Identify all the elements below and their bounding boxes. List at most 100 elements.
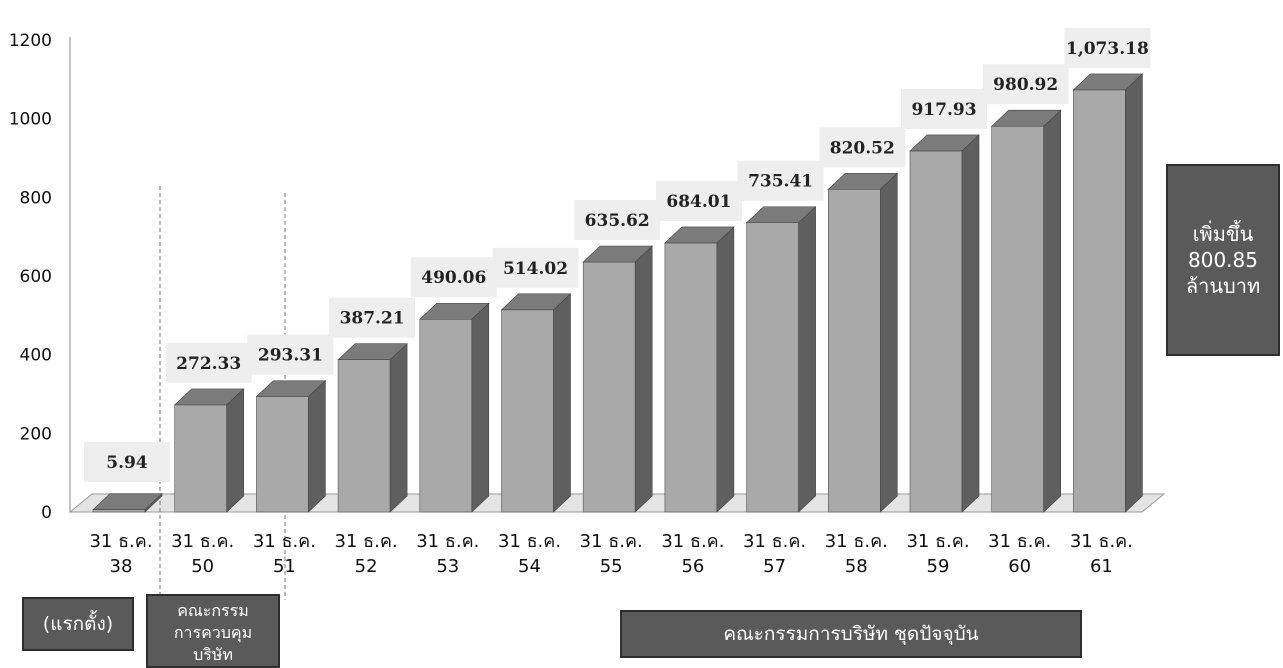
x-tick-label: 31 ธ.ค. bbox=[825, 531, 888, 552]
y-tick-label: 800 bbox=[20, 188, 52, 208]
x-tick-label: 59 bbox=[927, 556, 950, 577]
data-label-bg bbox=[247, 334, 334, 375]
bar-front bbox=[501, 309, 554, 513]
data-label: 820.52 bbox=[830, 138, 895, 158]
bar-top bbox=[1072, 73, 1144, 91]
x-tick-label: 61 bbox=[1090, 556, 1113, 577]
y-tick-labels: 0 200 400 600 800 1000 1200 bbox=[9, 31, 52, 523]
x-tick-label: 54 bbox=[518, 556, 541, 577]
x-tick-labels: 31 ธ.ค. 38 31 ธ.ค. 50 31 ธ.ค. 51 31 ธ.ค. 52 31 ธ… bbox=[89, 531, 1133, 577]
current-board-label: คณะกรรมการบริษัท ชุดปัจจุบัน bbox=[723, 623, 979, 645]
data-label-bg bbox=[737, 160, 824, 201]
data-label-bg bbox=[901, 88, 987, 129]
y-tick-label: 0 bbox=[41, 503, 52, 523]
bar-side bbox=[389, 343, 408, 513]
x-tick-label: 31 ธ.ค. bbox=[171, 531, 234, 552]
bar bbox=[909, 134, 980, 513]
bar-side bbox=[716, 226, 735, 513]
bar-side bbox=[634, 245, 653, 513]
bar-top bbox=[500, 293, 572, 311]
bar-front bbox=[419, 318, 473, 513]
data-label-bg bbox=[492, 247, 579, 288]
bar-side bbox=[226, 388, 244, 513]
data-label-bg bbox=[165, 342, 252, 383]
bar-top bbox=[827, 172, 899, 190]
x-tick-label: 31 ธ.ค. bbox=[253, 531, 316, 552]
bar-front bbox=[256, 396, 309, 513]
data-label-bg bbox=[655, 180, 742, 221]
bar-top bbox=[664, 226, 735, 244]
increase-note-box: เพิ่มขึ้น 800.85 ล้านบาท bbox=[1166, 164, 1280, 356]
data-label-bg bbox=[84, 442, 170, 482]
control-committee-note-box: คณะกรรม การควบคุม บริษัท bbox=[146, 594, 280, 668]
bar-front bbox=[664, 242, 718, 513]
bar bbox=[92, 492, 163, 513]
bar-front bbox=[746, 222, 799, 513]
y-tick-label: 200 bbox=[20, 424, 52, 444]
data-label: 684.01 bbox=[666, 192, 731, 212]
bar-front bbox=[337, 359, 391, 513]
x-tick-label: 31 ธ.ค. bbox=[89, 531, 152, 552]
data-label: 980.92 bbox=[993, 75, 1058, 95]
x-tick-label: 31 ธ.ค. bbox=[580, 531, 643, 552]
x-tick-label: 31 ธ.ค. bbox=[906, 531, 969, 552]
bar bbox=[255, 379, 327, 513]
bar-top bbox=[582, 245, 653, 263]
x-tick-label: 55 bbox=[600, 556, 623, 577]
bar-front bbox=[827, 188, 881, 513]
data-label-bg bbox=[410, 257, 497, 298]
x-tick-label: 50 bbox=[191, 556, 214, 577]
y-tick-label: 600 bbox=[20, 267, 52, 287]
data-labels: 5.94 272.33 293.31 387.21 490.06 514.02 635.62… bbox=[106, 39, 1149, 473]
bar bbox=[745, 206, 817, 513]
data-label: 490.06 bbox=[421, 268, 486, 288]
founded-label: (แรกตั้ง) bbox=[42, 613, 114, 635]
data-label: 387.21 bbox=[340, 309, 405, 329]
data-label: 293.31 bbox=[258, 346, 323, 366]
bar-front bbox=[1073, 89, 1126, 513]
bar bbox=[827, 172, 899, 513]
bar-side bbox=[1125, 73, 1143, 513]
bars bbox=[92, 73, 1144, 513]
data-label: 514.02 bbox=[503, 259, 568, 279]
bar-top bbox=[745, 206, 817, 224]
bar bbox=[500, 293, 572, 513]
x-tick-label: 52 bbox=[355, 556, 378, 577]
founded-note-box: (แรกตั้ง) bbox=[22, 597, 134, 651]
x-tick-label: 57 bbox=[763, 556, 786, 577]
bar-side bbox=[308, 379, 326, 513]
bar-top bbox=[255, 380, 327, 397]
x-tick-label: 31 ธ.ค. bbox=[1070, 531, 1133, 552]
control-committee-line-3: บริษัท bbox=[193, 645, 233, 664]
bar-top bbox=[419, 302, 490, 320]
bar-side bbox=[961, 134, 980, 513]
bar-top bbox=[173, 388, 245, 406]
x-tick-label: 56 bbox=[681, 556, 704, 577]
bar bbox=[582, 245, 653, 513]
x-tick-label: 31 ธ.ค. bbox=[743, 531, 806, 552]
bar bbox=[664, 226, 735, 513]
bar-top bbox=[990, 109, 1062, 127]
y-tick-label: 1200 bbox=[9, 31, 52, 51]
x-tick-label: 31 ธ.ค. bbox=[416, 531, 479, 552]
bar-top bbox=[92, 493, 163, 510]
x-tick-label: 60 bbox=[1008, 556, 1031, 577]
bar-side bbox=[1043, 109, 1061, 513]
bar-top bbox=[337, 343, 408, 360]
increase-line-3: ล้านบาท bbox=[1185, 274, 1261, 298]
x-tick-label: 31 ธ.ค. bbox=[498, 531, 561, 552]
bar-side bbox=[879, 172, 898, 513]
x-tick-label: 31 ธ.ค. bbox=[335, 531, 398, 552]
increase-line-2: 800.85 bbox=[1188, 248, 1258, 272]
control-committee-line-2: การควบคุม bbox=[173, 623, 253, 642]
bar-side bbox=[471, 302, 490, 513]
bar-front bbox=[582, 261, 636, 513]
data-label-bg bbox=[574, 199, 661, 240]
data-label: 735.41 bbox=[748, 172, 813, 192]
data-label-bg bbox=[982, 64, 1069, 105]
x-tick-label: 51 bbox=[273, 556, 296, 577]
x-tick-label: 31 ธ.ค. bbox=[988, 531, 1051, 552]
increase-line-1: เพิ่มขึ้น bbox=[1192, 222, 1254, 246]
data-label-backgrounds bbox=[84, 27, 1151, 482]
y-tick-label: 400 bbox=[20, 346, 52, 366]
